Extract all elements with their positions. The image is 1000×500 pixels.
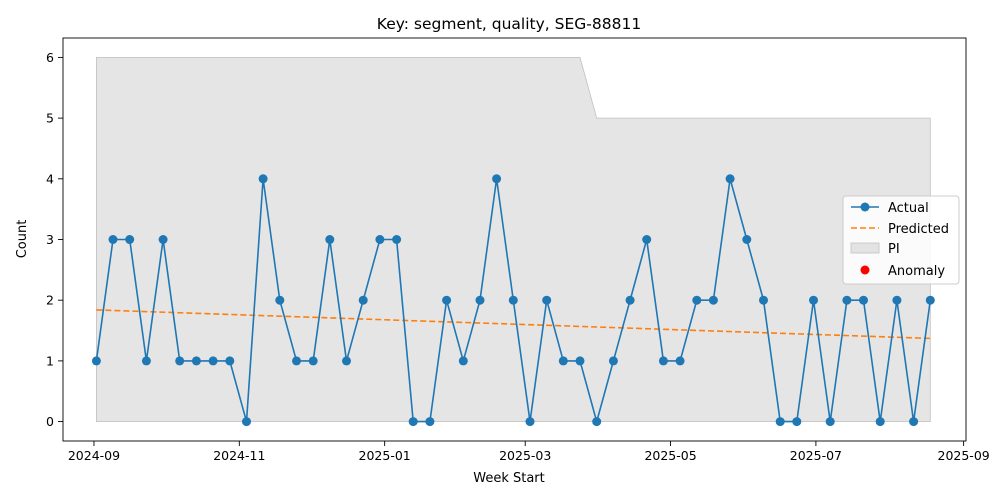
legend-predicted-label: Predicted xyxy=(888,222,949,237)
legend-actual-marker xyxy=(860,202,870,212)
y-tick-label: 6 xyxy=(46,50,54,65)
actual-point xyxy=(308,356,318,366)
legend-anomaly-marker xyxy=(860,265,870,275)
actual-point xyxy=(392,235,402,244)
actual-point xyxy=(658,356,668,366)
actual-point xyxy=(892,295,902,305)
predicted-series-line xyxy=(96,309,931,340)
y-tick-label: 1 xyxy=(46,353,54,368)
actual-point xyxy=(575,356,585,366)
x-tick-label: 2025-09 xyxy=(938,448,990,463)
legend: Actual Predicted PI Anomaly xyxy=(842,195,960,285)
x-tick-label: 2024-11 xyxy=(213,448,265,463)
x-axis-title: Week Start xyxy=(473,471,545,486)
actual-point xyxy=(275,295,285,305)
actual-point xyxy=(508,295,518,305)
actual-point xyxy=(725,174,735,184)
actual-point xyxy=(525,417,535,427)
actual-point xyxy=(708,295,718,305)
x-tick-label: 2024-09 xyxy=(68,448,120,463)
legend-box xyxy=(842,195,960,285)
y-tick-label: 5 xyxy=(46,111,54,126)
actual-point xyxy=(458,356,468,366)
actual-point xyxy=(258,174,268,184)
x-tick-label: 2025-05 xyxy=(644,448,696,463)
chart-title: Key: segment, quality, SEG-88811 xyxy=(377,15,641,33)
actual-point xyxy=(842,295,852,305)
actual-point xyxy=(859,295,868,305)
y-tick-label: 2 xyxy=(46,293,54,308)
x-tick-label: 2025-01 xyxy=(359,448,411,463)
actual-point xyxy=(242,417,251,427)
actual-point xyxy=(358,295,368,305)
actual-point xyxy=(742,235,752,244)
actual-point xyxy=(375,235,385,244)
actual-point xyxy=(208,356,218,366)
actual-point xyxy=(342,356,351,366)
y-axis: 0 1 2 3 4 5 6 xyxy=(46,50,63,429)
plot-area xyxy=(91,57,935,427)
x-tick-label: 2025-03 xyxy=(499,448,551,463)
actual-point xyxy=(492,174,502,184)
actual-point xyxy=(558,356,568,366)
actual-point xyxy=(175,356,185,366)
actual-point xyxy=(158,235,168,244)
actual-point xyxy=(325,235,335,244)
actual-point xyxy=(792,417,802,427)
y-axis-title: Count xyxy=(15,220,30,259)
actual-point xyxy=(759,295,768,305)
legend-pi-swatch xyxy=(850,242,880,254)
actual-point xyxy=(809,295,818,305)
actual-point xyxy=(141,356,151,366)
actual-series-points xyxy=(91,174,935,427)
actual-point xyxy=(292,356,301,366)
actual-point xyxy=(191,356,201,366)
legend-pi-label: PI xyxy=(888,242,900,257)
actual-point xyxy=(675,356,685,366)
actual-point xyxy=(775,417,785,427)
actual-point xyxy=(108,235,118,244)
actual-point xyxy=(475,295,485,305)
actual-point xyxy=(592,417,602,427)
actual-point xyxy=(875,417,885,427)
actual-point xyxy=(608,356,618,366)
x-tick-label: 2025-07 xyxy=(790,448,842,463)
actual-point xyxy=(625,295,635,305)
actual-point xyxy=(925,295,935,305)
actual-point xyxy=(425,417,435,427)
actual-point xyxy=(542,295,552,305)
actual-point xyxy=(909,417,919,427)
y-tick-label: 0 xyxy=(46,414,54,429)
x-axis: 2024-09 2024-11 2025-01 2025-03 2025-05 2025-… xyxy=(68,441,990,463)
actual-point xyxy=(91,356,101,366)
actual-point xyxy=(642,235,652,244)
actual-point xyxy=(692,295,702,305)
actual-point xyxy=(125,235,135,244)
legend-anomaly-label: Anomaly xyxy=(888,264,945,279)
legend-actual-label: Actual xyxy=(888,201,929,216)
y-tick-label: 3 xyxy=(46,232,54,247)
actual-point xyxy=(225,356,235,366)
actual-point xyxy=(408,417,418,427)
y-tick-label: 4 xyxy=(46,171,54,186)
actual-point xyxy=(825,417,835,427)
actual-point xyxy=(442,295,452,305)
